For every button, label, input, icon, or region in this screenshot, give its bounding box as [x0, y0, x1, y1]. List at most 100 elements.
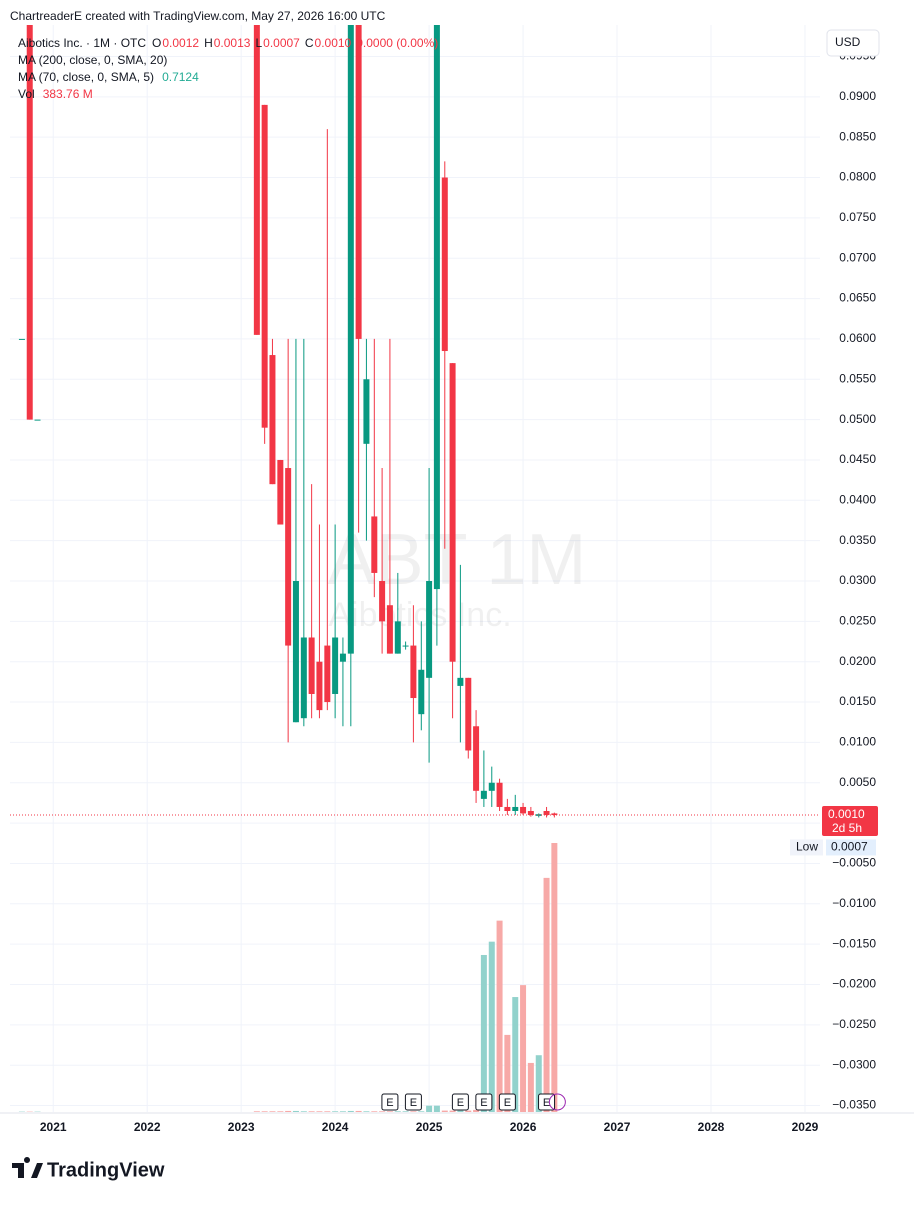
earnings-label[interactable]: E: [410, 1097, 417, 1109]
candle-body: [277, 460, 283, 525]
candle-body: [520, 807, 526, 813]
currency[interactable]: USD: [835, 35, 861, 49]
volume-bar: [324, 1111, 330, 1112]
volume-bar: [309, 1111, 315, 1112]
y-tick-label: 0.0200: [839, 654, 876, 668]
candle-body: [340, 654, 346, 662]
brand-name: TradingView: [47, 1159, 165, 1181]
earnings-label[interactable]: E: [457, 1097, 464, 1109]
earnings-label[interactable]: E: [504, 1097, 511, 1109]
ohlc-label: O: [152, 36, 161, 50]
volume-bar: [363, 1111, 369, 1112]
countdown: 2d 5h: [832, 821, 862, 835]
candle-body: [489, 783, 495, 791]
ohlc-value: 0.0007: [263, 36, 300, 50]
volume-bar: [316, 1111, 322, 1112]
y-tick-label: 0.0850: [839, 129, 876, 143]
volume-bar: [489, 942, 495, 1112]
low-value: 0.0007: [831, 840, 868, 854]
volume-bar: [387, 1111, 393, 1112]
candle-body: [528, 811, 534, 815]
x-tick-label: 2023: [228, 1120, 255, 1134]
volume-bar: [457, 1111, 463, 1112]
y-tick-label: 0.0300: [839, 573, 876, 587]
x-tick-label: 2025: [416, 1120, 443, 1134]
volume-bar: [442, 1111, 448, 1112]
candle-body: [379, 581, 385, 621]
volume-bar: [465, 1111, 471, 1112]
candle-body: [356, 0, 362, 339]
candle-body: [512, 807, 518, 811]
candle-body: [418, 670, 424, 714]
candle-body: [332, 637, 338, 693]
volume-bar: [285, 1111, 291, 1112]
volume-bar: [544, 878, 550, 1112]
candle-body: [544, 811, 550, 815]
x-tick-label: 2021: [40, 1120, 67, 1134]
volume-bar: [418, 1111, 424, 1112]
volume-bar: [497, 921, 503, 1112]
earnings-label[interactable]: E: [480, 1097, 487, 1109]
last-price: 0.0010: [828, 807, 865, 821]
candle-body: [497, 783, 503, 807]
volume-bar: [254, 1111, 260, 1112]
y-tick-label: −0.0350: [832, 1098, 876, 1112]
indicator-name: MA (200, close, 0, SMA, 20): [18, 53, 167, 67]
y-tick-label: 0.0650: [839, 291, 876, 305]
y-tick-label: 0.0350: [839, 533, 876, 547]
y-tick-label: 0.0150: [839, 694, 876, 708]
indicator-name: Vol: [18, 87, 35, 101]
candle-body: [35, 420, 41, 421]
volume-bar: [434, 1106, 440, 1112]
candle-body: [19, 339, 25, 340]
y-tick-label: 0.0700: [839, 250, 876, 264]
volume-bar: [277, 1111, 283, 1112]
y-tick-label: 0.0250: [839, 614, 876, 628]
ohlc-label: H: [204, 36, 213, 50]
x-tick-label: 2024: [322, 1120, 349, 1134]
candle-body: [504, 807, 510, 811]
y-tick-label: 0.0750: [839, 210, 876, 224]
candle-body: [262, 105, 268, 428]
y-tick-label: 0.0050: [839, 775, 876, 789]
volume-bar: [332, 1111, 338, 1112]
header: ChartreaderE created with TradingView.co…: [10, 9, 386, 23]
brand: TradingView: [12, 1157, 165, 1181]
x-tick-label: 2029: [792, 1120, 819, 1134]
volume-bar: [379, 1111, 385, 1112]
symbol: Aibotics Inc. · 1M · OTC: [18, 36, 146, 50]
candle-body: [473, 726, 479, 791]
watermark-sub: Aibotics Inc.: [328, 596, 511, 634]
volume-bar: [293, 1111, 299, 1112]
volume-bar: [528, 1063, 534, 1112]
y-tick-label: 0.0100: [839, 735, 876, 749]
volume-bar: [410, 1111, 416, 1112]
volume-bar: [426, 1106, 432, 1112]
y-tick-label: 0.0500: [839, 412, 876, 426]
currency-box: USD: [827, 30, 879, 56]
candle-body: [348, 0, 354, 654]
volume-bar: [262, 1111, 268, 1112]
candle-body: [293, 581, 299, 722]
y-tick-label: −0.0050: [832, 856, 876, 870]
candle-body: [481, 791, 487, 799]
candle-body: [324, 646, 330, 702]
ohlc-value: 0.0012: [162, 36, 199, 50]
y-tick-label: 0.0550: [839, 371, 876, 385]
ohlc-value: 0.0013: [214, 36, 251, 50]
candle-body: [254, 0, 260, 335]
y-tick-label: 0.0450: [839, 452, 876, 466]
volume-bar: [348, 1111, 354, 1112]
volume-bar: [403, 1111, 409, 1112]
candle-body: [285, 468, 291, 646]
candle-body: [457, 678, 463, 686]
candle-body: [363, 379, 369, 444]
earnings-label[interactable]: E: [386, 1097, 393, 1109]
candle-body: [269, 355, 275, 484]
candle-body: [403, 646, 409, 647]
x-tick-label: 2027: [604, 1120, 631, 1134]
volume-bar: [551, 843, 557, 1112]
candle-body: [371, 516, 377, 572]
volume-bar: [371, 1111, 377, 1112]
